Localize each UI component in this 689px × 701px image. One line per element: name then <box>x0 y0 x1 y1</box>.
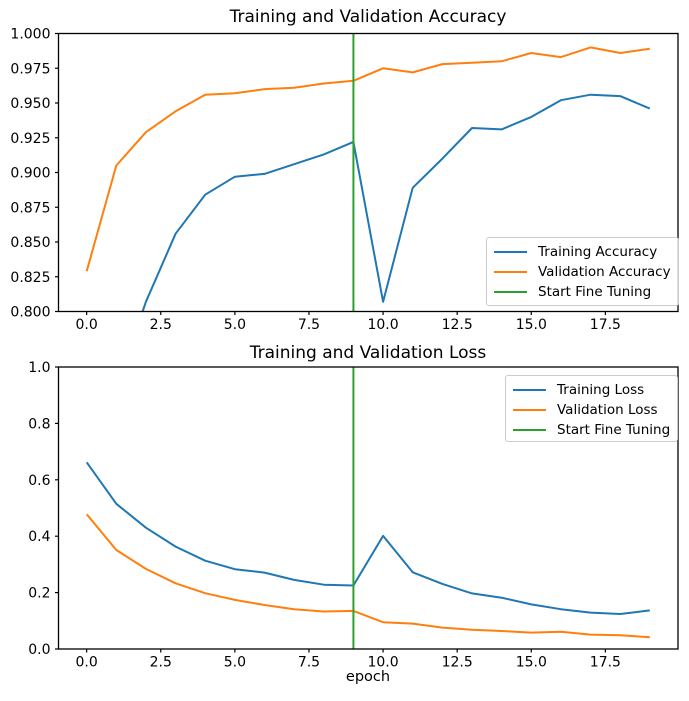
legend-line-sample <box>513 429 546 431</box>
x-tick-label: 12.5 <box>442 317 473 333</box>
legend-label: Start Fine Tuning <box>538 284 652 300</box>
x-tick-label: 15.0 <box>516 317 547 333</box>
y-tick-label: 0.875 <box>10 200 50 216</box>
y-tick-label: 0.850 <box>10 235 50 251</box>
x-tick-label: 17.5 <box>590 655 621 671</box>
loss-chart-title: Training and Validation Loss <box>249 343 487 363</box>
x-tick-label: 10.0 <box>367 317 398 333</box>
x-tick-label: 17.5 <box>590 317 621 333</box>
axes-frame <box>57 366 679 650</box>
y-tick-label: 1.000 <box>10 27 50 43</box>
legend-line-sample <box>494 251 527 253</box>
legend-entry: Start Fine Tuning <box>513 420 670 440</box>
x-tick-label: 10.0 <box>367 655 398 671</box>
legend-line-sample <box>494 291 527 293</box>
training-accuracy-line <box>141 93 651 312</box>
y-tick-label: 0.0 <box>28 642 50 658</box>
validation-loss-line <box>85 513 650 639</box>
axes-frame <box>57 32 679 313</box>
legend-entry: Validation Accuracy <box>494 262 671 282</box>
x-tick-label: 15.0 <box>516 655 547 671</box>
legend-entry: Validation Loss <box>513 400 670 420</box>
y-tick-label: 0.825 <box>10 270 50 286</box>
x-tick-label: 2.5 <box>150 317 172 333</box>
y-tick-label: 0.900 <box>10 166 50 182</box>
legend-label: Validation Loss <box>557 402 658 418</box>
y-tick-label: 0.4 <box>28 529 50 545</box>
accuracy-plot: 0.0 2.5 5.0 7.5 10.0 12.5 15.0 17.5 0.800 0.825 0.… <box>10 27 679 333</box>
x-axis-label: epoch <box>345 669 391 685</box>
loss-plot: 0.0 2.5 5.0 7.5 10.0 12.5 15.0 17.5 0.0 0.2 0.4 0.6… <box>28 360 679 671</box>
legend-entry: Start Fine Tuning <box>494 282 671 302</box>
x-tick-label: 12.5 <box>442 655 473 671</box>
y-tick-label: 0.800 <box>10 305 50 321</box>
training-loss-line <box>85 461 650 615</box>
y-tick-label: 1.0 <box>28 360 50 376</box>
legend-line-sample <box>494 271 527 273</box>
y-tick-label: 0.2 <box>28 586 50 602</box>
x-tick-label: 7.5 <box>298 317 320 333</box>
x-tick-label: 5.0 <box>224 655 246 671</box>
validation-accuracy-line <box>85 46 650 272</box>
accuracy-legend: Training Accuracy Validation Accuracy Star… <box>486 237 679 306</box>
legend-label: Start Fine Tuning <box>557 422 671 438</box>
x-tick-label: 2.5 <box>150 655 172 671</box>
legend-label: Training Loss <box>557 382 645 398</box>
legend-label: Validation Accuracy <box>538 264 671 280</box>
accuracy-chart-title: Training and Validation Accuracy <box>229 7 507 27</box>
y-tick-label: 0.925 <box>10 131 50 147</box>
loss-legend: Training Loss Validation Loss Start Fine T… <box>505 375 679 442</box>
x-tick-label: 5.0 <box>224 317 246 333</box>
y-tick-label: 0.950 <box>10 96 50 112</box>
legend-entry: Training Accuracy <box>494 242 671 262</box>
legend-label: Training Accuracy <box>538 244 658 260</box>
x-tick-label: 7.5 <box>298 655 320 671</box>
legend-entry: Training Loss <box>513 380 670 400</box>
x-tick-label: 0.0 <box>76 317 98 333</box>
legend-line-sample <box>513 389 546 391</box>
y-tick-label: 0.6 <box>28 473 50 489</box>
x-tick-label: 0.0 <box>76 655 98 671</box>
y-tick-label: 0.975 <box>10 61 50 77</box>
legend-line-sample <box>513 409 546 411</box>
y-tick-label: 0.8 <box>28 416 50 432</box>
